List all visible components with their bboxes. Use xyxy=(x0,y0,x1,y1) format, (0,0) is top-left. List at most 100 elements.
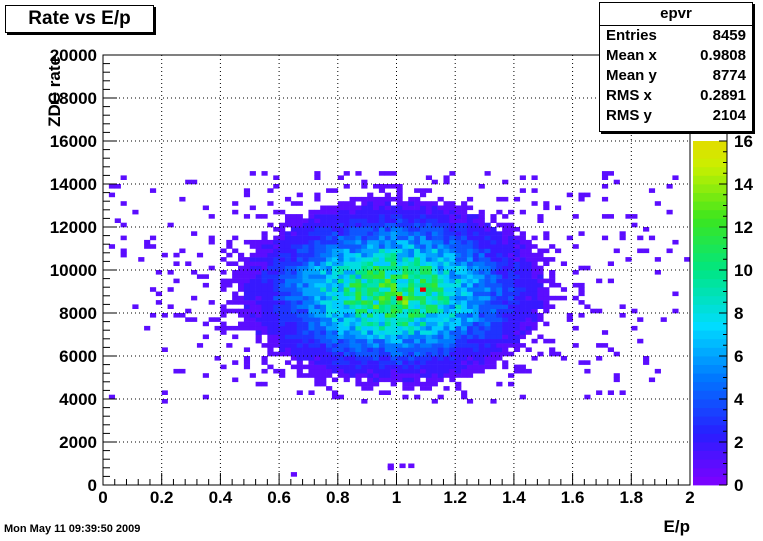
heatmap-cell xyxy=(320,291,327,297)
heatmap-cell xyxy=(419,282,427,288)
heatmap-cell xyxy=(519,235,526,241)
heatmap-cell xyxy=(349,334,356,340)
heatmap-cell xyxy=(443,356,450,361)
heatmap-cell xyxy=(443,334,450,340)
heatmap-cell xyxy=(326,351,333,357)
z-tick-label: 8 xyxy=(734,304,743,323)
heatmap-cell xyxy=(425,381,433,387)
heatmap-cell xyxy=(402,356,409,361)
heatmap-cell xyxy=(290,257,298,262)
heatmap-cell xyxy=(373,227,380,232)
heatmap-cell xyxy=(496,347,503,352)
heatmap-cell xyxy=(284,248,292,254)
heatmap-cell xyxy=(508,265,515,271)
heatmap-cell xyxy=(326,347,333,352)
heatmap-cell xyxy=(502,222,509,228)
heatmap-cell xyxy=(461,343,468,348)
heatmap-cell xyxy=(337,257,344,262)
heatmap-cell xyxy=(279,278,286,284)
heatmap-cell xyxy=(455,351,462,357)
heatmap-cell xyxy=(320,321,327,327)
heatmap-cell xyxy=(601,235,609,241)
heatmap-cell xyxy=(625,257,632,262)
heatmap-cell xyxy=(437,364,444,370)
heatmap-cell xyxy=(308,261,315,266)
heatmap-cell xyxy=(196,252,204,258)
heatmap-cell xyxy=(296,274,303,279)
heatmap-cell xyxy=(373,347,380,352)
heatmap-cell xyxy=(525,368,532,374)
heatmap-cell xyxy=(378,252,386,258)
heatmap-cell xyxy=(343,214,350,219)
heatmap-cell xyxy=(396,325,403,331)
heatmap-cell xyxy=(384,214,391,219)
heatmap-cell xyxy=(496,231,503,236)
heatmap-cell xyxy=(461,252,468,258)
heatmap-cell xyxy=(414,321,421,327)
heatmap-cell xyxy=(355,321,362,327)
heatmap-cell xyxy=(519,321,526,327)
heatmap-cell xyxy=(449,201,456,206)
heatmap-cell xyxy=(273,244,280,249)
heatmap-cell xyxy=(402,252,409,258)
heatmap-cell xyxy=(279,209,286,215)
heatmap-cell xyxy=(343,222,350,228)
heatmap-cell xyxy=(373,334,380,340)
heatmap-cell xyxy=(273,184,280,189)
heatmap-cell xyxy=(238,278,245,284)
heatmap-cell xyxy=(607,278,614,284)
heatmap-cell xyxy=(402,222,409,228)
heatmap-cell xyxy=(484,257,491,262)
heatmap-cell xyxy=(496,222,503,228)
heatmap-cell xyxy=(396,282,403,288)
heatmap-cell xyxy=(419,313,427,318)
heatmap-cell xyxy=(431,373,438,378)
heatmap-cell xyxy=(508,381,515,387)
heatmap-cell xyxy=(267,252,274,258)
heatmap-cell xyxy=(355,338,362,344)
heatmap-cell xyxy=(343,252,350,258)
heatmap-cell xyxy=(431,304,438,309)
heatmap-cell xyxy=(349,270,356,275)
heatmap-cell xyxy=(320,278,327,284)
heatmap-cell xyxy=(425,205,433,211)
heatmap-cell xyxy=(302,222,309,228)
heatmap-cell xyxy=(531,317,538,322)
heatmap-cell xyxy=(320,317,327,322)
heatmap-cell xyxy=(308,209,315,215)
stats-row-mean-x: Mean x 0.9808 xyxy=(600,46,752,66)
heatmap-cell xyxy=(355,308,362,314)
heatmap-cell xyxy=(437,227,444,232)
heatmap-cell xyxy=(308,330,315,335)
stats-value: 0.2891 xyxy=(700,87,746,104)
heatmap-cell xyxy=(496,287,503,292)
heatmap-cell xyxy=(631,325,638,331)
heatmap-cell xyxy=(566,192,573,198)
heatmap-cell xyxy=(425,364,433,370)
heatmap-cell xyxy=(437,222,444,228)
heatmap-cell xyxy=(314,304,321,309)
heatmap-cell xyxy=(326,304,333,309)
heatmap-cell xyxy=(349,222,356,228)
heatmap-cell xyxy=(267,347,274,352)
heatmap-cell xyxy=(466,308,474,314)
heatmap-cell xyxy=(461,304,468,309)
heatmap-cell xyxy=(337,227,344,232)
heatmap-cell xyxy=(425,252,433,258)
heatmap-cell xyxy=(643,248,650,254)
heatmap-cell xyxy=(496,343,503,348)
heatmap-cell xyxy=(349,317,356,322)
palette-swatch xyxy=(693,476,727,486)
heatmap-cell xyxy=(490,291,497,297)
heatmap-cell xyxy=(361,244,368,249)
heatmap-cell xyxy=(361,222,368,228)
heatmap-cell xyxy=(419,287,427,292)
heatmap-cell xyxy=(425,308,433,314)
heatmap-cell xyxy=(390,381,397,387)
heatmap-cell xyxy=(337,300,344,305)
heatmap-cell xyxy=(396,209,403,215)
heatmap-cell xyxy=(378,390,386,395)
heatmap-cell xyxy=(185,179,192,185)
heatmap-cell xyxy=(437,248,444,254)
heatmap-cell xyxy=(496,274,503,279)
